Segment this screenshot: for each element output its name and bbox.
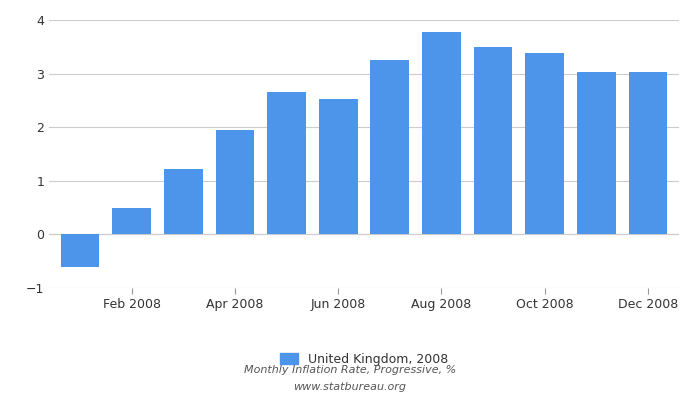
Bar [164, 169, 202, 234]
Bar [216, 130, 254, 234]
Bar [112, 208, 151, 234]
Legend: United Kingdom, 2008: United Kingdom, 2008 [274, 348, 454, 371]
Bar [370, 60, 410, 234]
Bar [318, 99, 358, 234]
Bar [61, 234, 99, 266]
Bar [526, 53, 564, 234]
Bar [267, 92, 306, 234]
Text: www.statbureau.org: www.statbureau.org [293, 382, 407, 392]
Bar [629, 72, 667, 234]
Bar [577, 72, 616, 234]
Bar [474, 47, 512, 234]
Text: Monthly Inflation Rate, Progressive, %: Monthly Inflation Rate, Progressive, % [244, 365, 456, 375]
Bar [422, 32, 461, 234]
